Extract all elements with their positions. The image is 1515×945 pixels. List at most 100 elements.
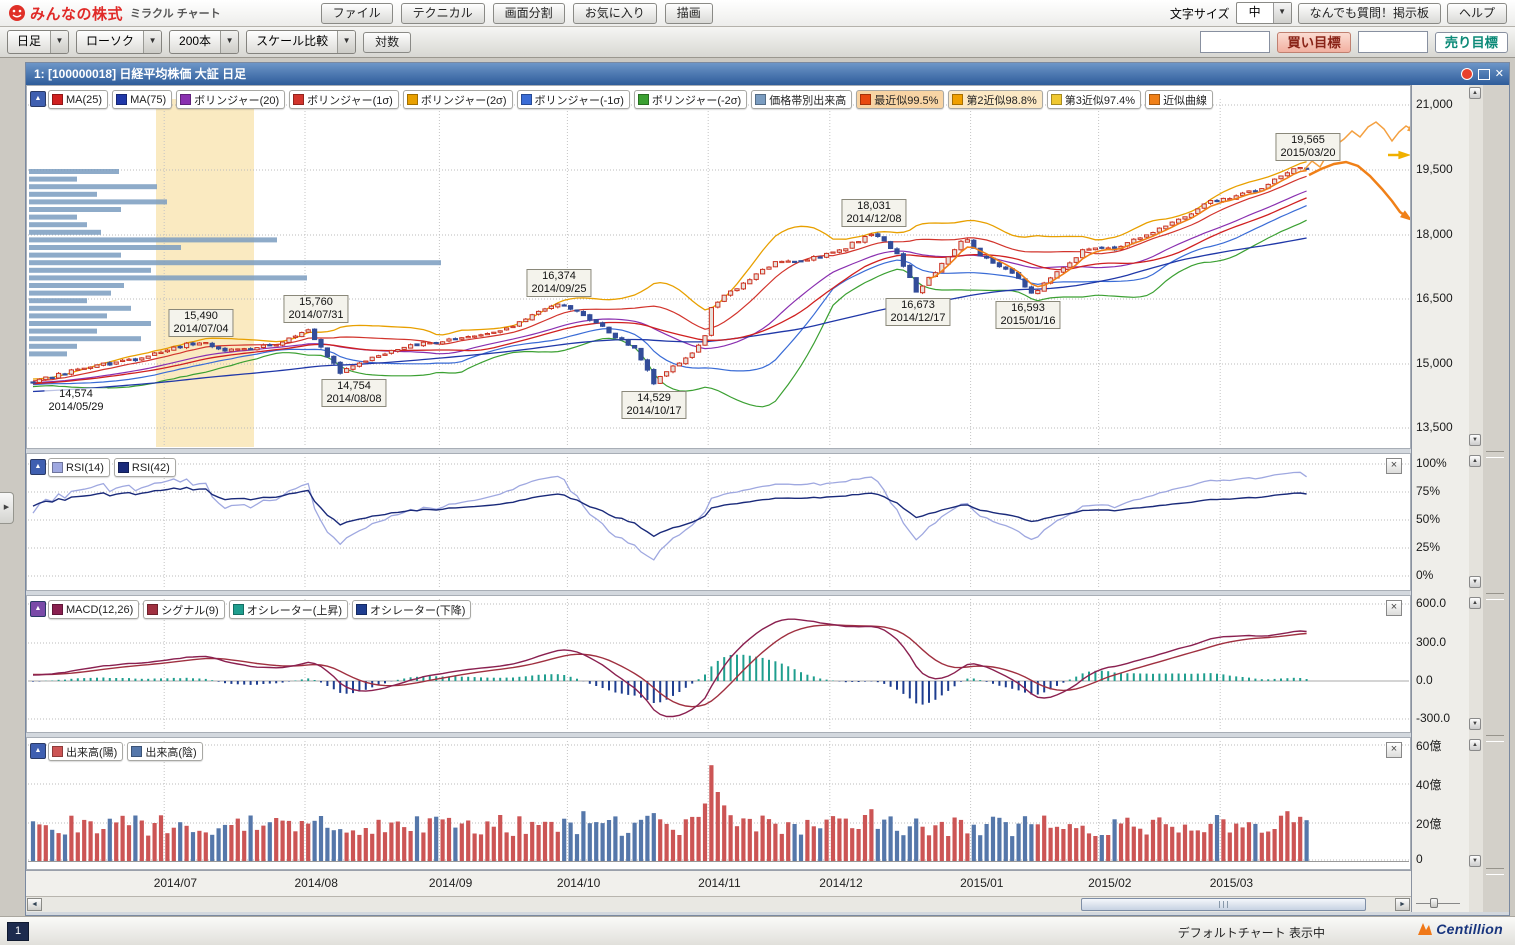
- legend-chip[interactable]: ボリンジャー(20): [176, 90, 286, 109]
- panel-resize-handle[interactable]: [1486, 451, 1504, 458]
- menu-split-screen-button[interactable]: 画面分割: [492, 2, 565, 24]
- panel-collapse-toggle[interactable]: ▲: [30, 459, 46, 475]
- scale-down-icon[interactable]: ▼: [1469, 576, 1481, 588]
- legend-color-icon: [1149, 94, 1161, 105]
- legend-chip[interactable]: MA(75): [112, 90, 173, 109]
- scale-up-icon[interactable]: ▲: [1469, 87, 1481, 99]
- menu-favorites-button[interactable]: お気に入り: [572, 2, 657, 24]
- legend-color-icon: [755, 94, 767, 105]
- legend-chip[interactable]: オシレーター(上昇): [228, 600, 349, 619]
- scroll-left-icon[interactable]: ◄: [27, 898, 42, 911]
- close-panel-icon[interactable]: ×: [1386, 600, 1402, 616]
- y-axis-label: 0%: [1416, 568, 1434, 582]
- legend-color-icon: [52, 604, 63, 615]
- scale-up-icon[interactable]: ▲: [1469, 597, 1481, 609]
- y-axis-label: 50%: [1416, 512, 1441, 526]
- sell-target-input[interactable]: [1357, 31, 1428, 53]
- legend-chip[interactable]: 第3近似97.4%: [1046, 90, 1142, 109]
- price-annotation: 16,374 2014/09/25: [526, 269, 592, 297]
- scrollbar-thumb[interactable]: [1081, 898, 1366, 911]
- legend-chip[interactable]: 価格帯別出来高: [751, 90, 853, 109]
- scale-up-icon[interactable]: ▲: [1469, 455, 1481, 467]
- legend-chip[interactable]: 最近似99.5%: [856, 90, 945, 109]
- help-button[interactable]: ヘルプ: [1446, 2, 1507, 24]
- panel-resize-handle[interactable]: [1486, 868, 1504, 875]
- close-panel-icon[interactable]: ×: [1386, 742, 1402, 758]
- panel-collapse-toggle[interactable]: ▲: [30, 601, 46, 617]
- legend-chip[interactable]: 出来高(陽): [48, 742, 124, 761]
- scroll-right-icon[interactable]: ►: [1395, 898, 1410, 911]
- legend-color-icon: [131, 746, 143, 757]
- legend-chip[interactable]: 第2近似98.8%: [948, 90, 1043, 109]
- bar-count-dropdown[interactable]: 200本 ▼: [169, 30, 240, 54]
- font-size-select[interactable]: 中 ▼: [1235, 2, 1292, 24]
- period-dropdown[interactable]: 日足 ▼: [7, 30, 70, 54]
- legend-color-icon: [1050, 94, 1062, 105]
- restore-window-icon[interactable]: [1477, 69, 1490, 80]
- scale-up-icon[interactable]: ▲: [1469, 739, 1481, 751]
- chart-window: 1: [100000018] 日経平均株価 大証 日足 ✕ ▲ MA(25) MA(…: [25, 62, 1510, 916]
- legend-chip[interactable]: ボリンジャー(-1σ): [516, 90, 630, 109]
- status-bar: 1 デフォルトチャート 表示中 Centillion: [0, 916, 1515, 945]
- page-1-button[interactable]: 1: [7, 922, 29, 941]
- menu-draw-button[interactable]: 描画: [664, 2, 713, 24]
- topbar-right: 文字サイズ 中 ▼ なんでも質問！掲示板 ヘルプ: [1170, 2, 1507, 24]
- macd-panel[interactable]: ▲ MACD(12,26) シグナル(9) オシレーター(上昇) オシレーター(下降) ×: [26, 595, 1411, 733]
- scale-down-icon[interactable]: ▼: [1469, 434, 1481, 446]
- legend-chip[interactable]: MACD(12,26): [48, 600, 140, 619]
- chevron-down-icon[interactable]: ▼: [220, 31, 239, 53]
- zoom-slider-handle[interactable]: [1430, 898, 1438, 908]
- zoom-slider[interactable]: [1416, 898, 1460, 908]
- rsi-panel[interactable]: ▲ RSI(14) RSI(42) ×: [26, 453, 1411, 591]
- legend-chip[interactable]: シグナル(9): [143, 600, 225, 619]
- scale-down-icon[interactable]: ▼: [1469, 855, 1481, 867]
- sell-target-button[interactable]: 売り目標: [1434, 31, 1508, 53]
- y-axis-label: 13,500: [1416, 420, 1453, 434]
- menu-technical-button[interactable]: テクニカル: [400, 2, 485, 24]
- realtime-indicator-icon: [1460, 68, 1473, 80]
- qa-board-button[interactable]: なんでも質問！掲示板: [1297, 2, 1441, 24]
- log-scale-button[interactable]: 対数: [363, 31, 412, 53]
- buy-target-input[interactable]: [1200, 31, 1271, 53]
- legend-chip[interactable]: RSI(14): [48, 458, 110, 477]
- panel-resize-handle[interactable]: [1486, 593, 1504, 600]
- horizontal-scrollbar[interactable]: ◄ ►: [26, 896, 1411, 912]
- panel-collapse-toggle[interactable]: ▲: [30, 91, 46, 107]
- scale-down-icon[interactable]: ▼: [1469, 718, 1481, 730]
- legend-chip[interactable]: 近似曲線: [1145, 90, 1214, 109]
- panel-resize-handle[interactable]: [1486, 735, 1504, 742]
- y-axis-label: -300.0: [1416, 711, 1451, 725]
- chevron-down-icon[interactable]: ▼: [1272, 3, 1291, 23]
- legend-chip[interactable]: ボリンジャー(1σ): [289, 90, 399, 109]
- panel-collapse-toggle[interactable]: ▲: [30, 743, 46, 759]
- indicator-legend: 出来高(陽) 出来高(陰): [48, 742, 203, 761]
- close-window-icon[interactable]: ✕: [1494, 68, 1504, 80]
- chevron-down-icon[interactable]: ▼: [337, 31, 356, 53]
- legend-chip[interactable]: RSI(42): [113, 458, 176, 477]
- price-chart-panel[interactable]: ▲ MA(25) MA(75) ボリンジャー(20) ボリンジャー(1σ) ボリンジャー(…: [26, 85, 1411, 449]
- chevron-down-icon[interactable]: ▼: [50, 31, 69, 53]
- buy-target-button[interactable]: 買い目標: [1277, 31, 1351, 53]
- y-axis-label: 40億: [1416, 778, 1442, 792]
- scale-compare-dropdown[interactable]: スケール比較 ▼: [246, 30, 357, 54]
- x-axis-label: 2014/11: [698, 876, 741, 890]
- sidebar-expand-tab[interactable]: ▶: [0, 492, 14, 524]
- legend-chip[interactable]: MA(25): [48, 90, 109, 109]
- window-titlebar[interactable]: 1: [100000018] 日経平均株価 大証 日足 ✕: [26, 63, 1509, 85]
- chevron-down-icon[interactable]: ▼: [143, 31, 162, 53]
- legend-chip[interactable]: ボリンジャー(-2σ): [633, 90, 748, 109]
- price-annotation: 14,574 2014/05/29: [44, 388, 108, 414]
- price-annotation: 19,565 2015/03/20: [1275, 133, 1341, 161]
- chart-type-dropdown[interactable]: ローソク ▼: [76, 30, 163, 54]
- legend-chip[interactable]: ボリンジャー(2σ): [402, 90, 513, 109]
- x-axis-label: 2014/07: [153, 876, 198, 890]
- x-axis-label: 2015/01: [960, 876, 1004, 890]
- y-axis-label: 16,500: [1416, 291, 1453, 305]
- legend-chip[interactable]: 出来高(陰): [127, 742, 203, 761]
- period-value: 日足: [17, 34, 42, 48]
- x-axis-label: 2015/02: [1088, 876, 1132, 890]
- close-panel-icon[interactable]: ×: [1386, 458, 1402, 474]
- legend-chip[interactable]: オシレーター(下降): [352, 600, 472, 619]
- menu-file-button[interactable]: ファイル: [320, 2, 393, 24]
- volume-panel[interactable]: ▲ 出来高(陽) 出来高(陰) ×: [26, 737, 1411, 870]
